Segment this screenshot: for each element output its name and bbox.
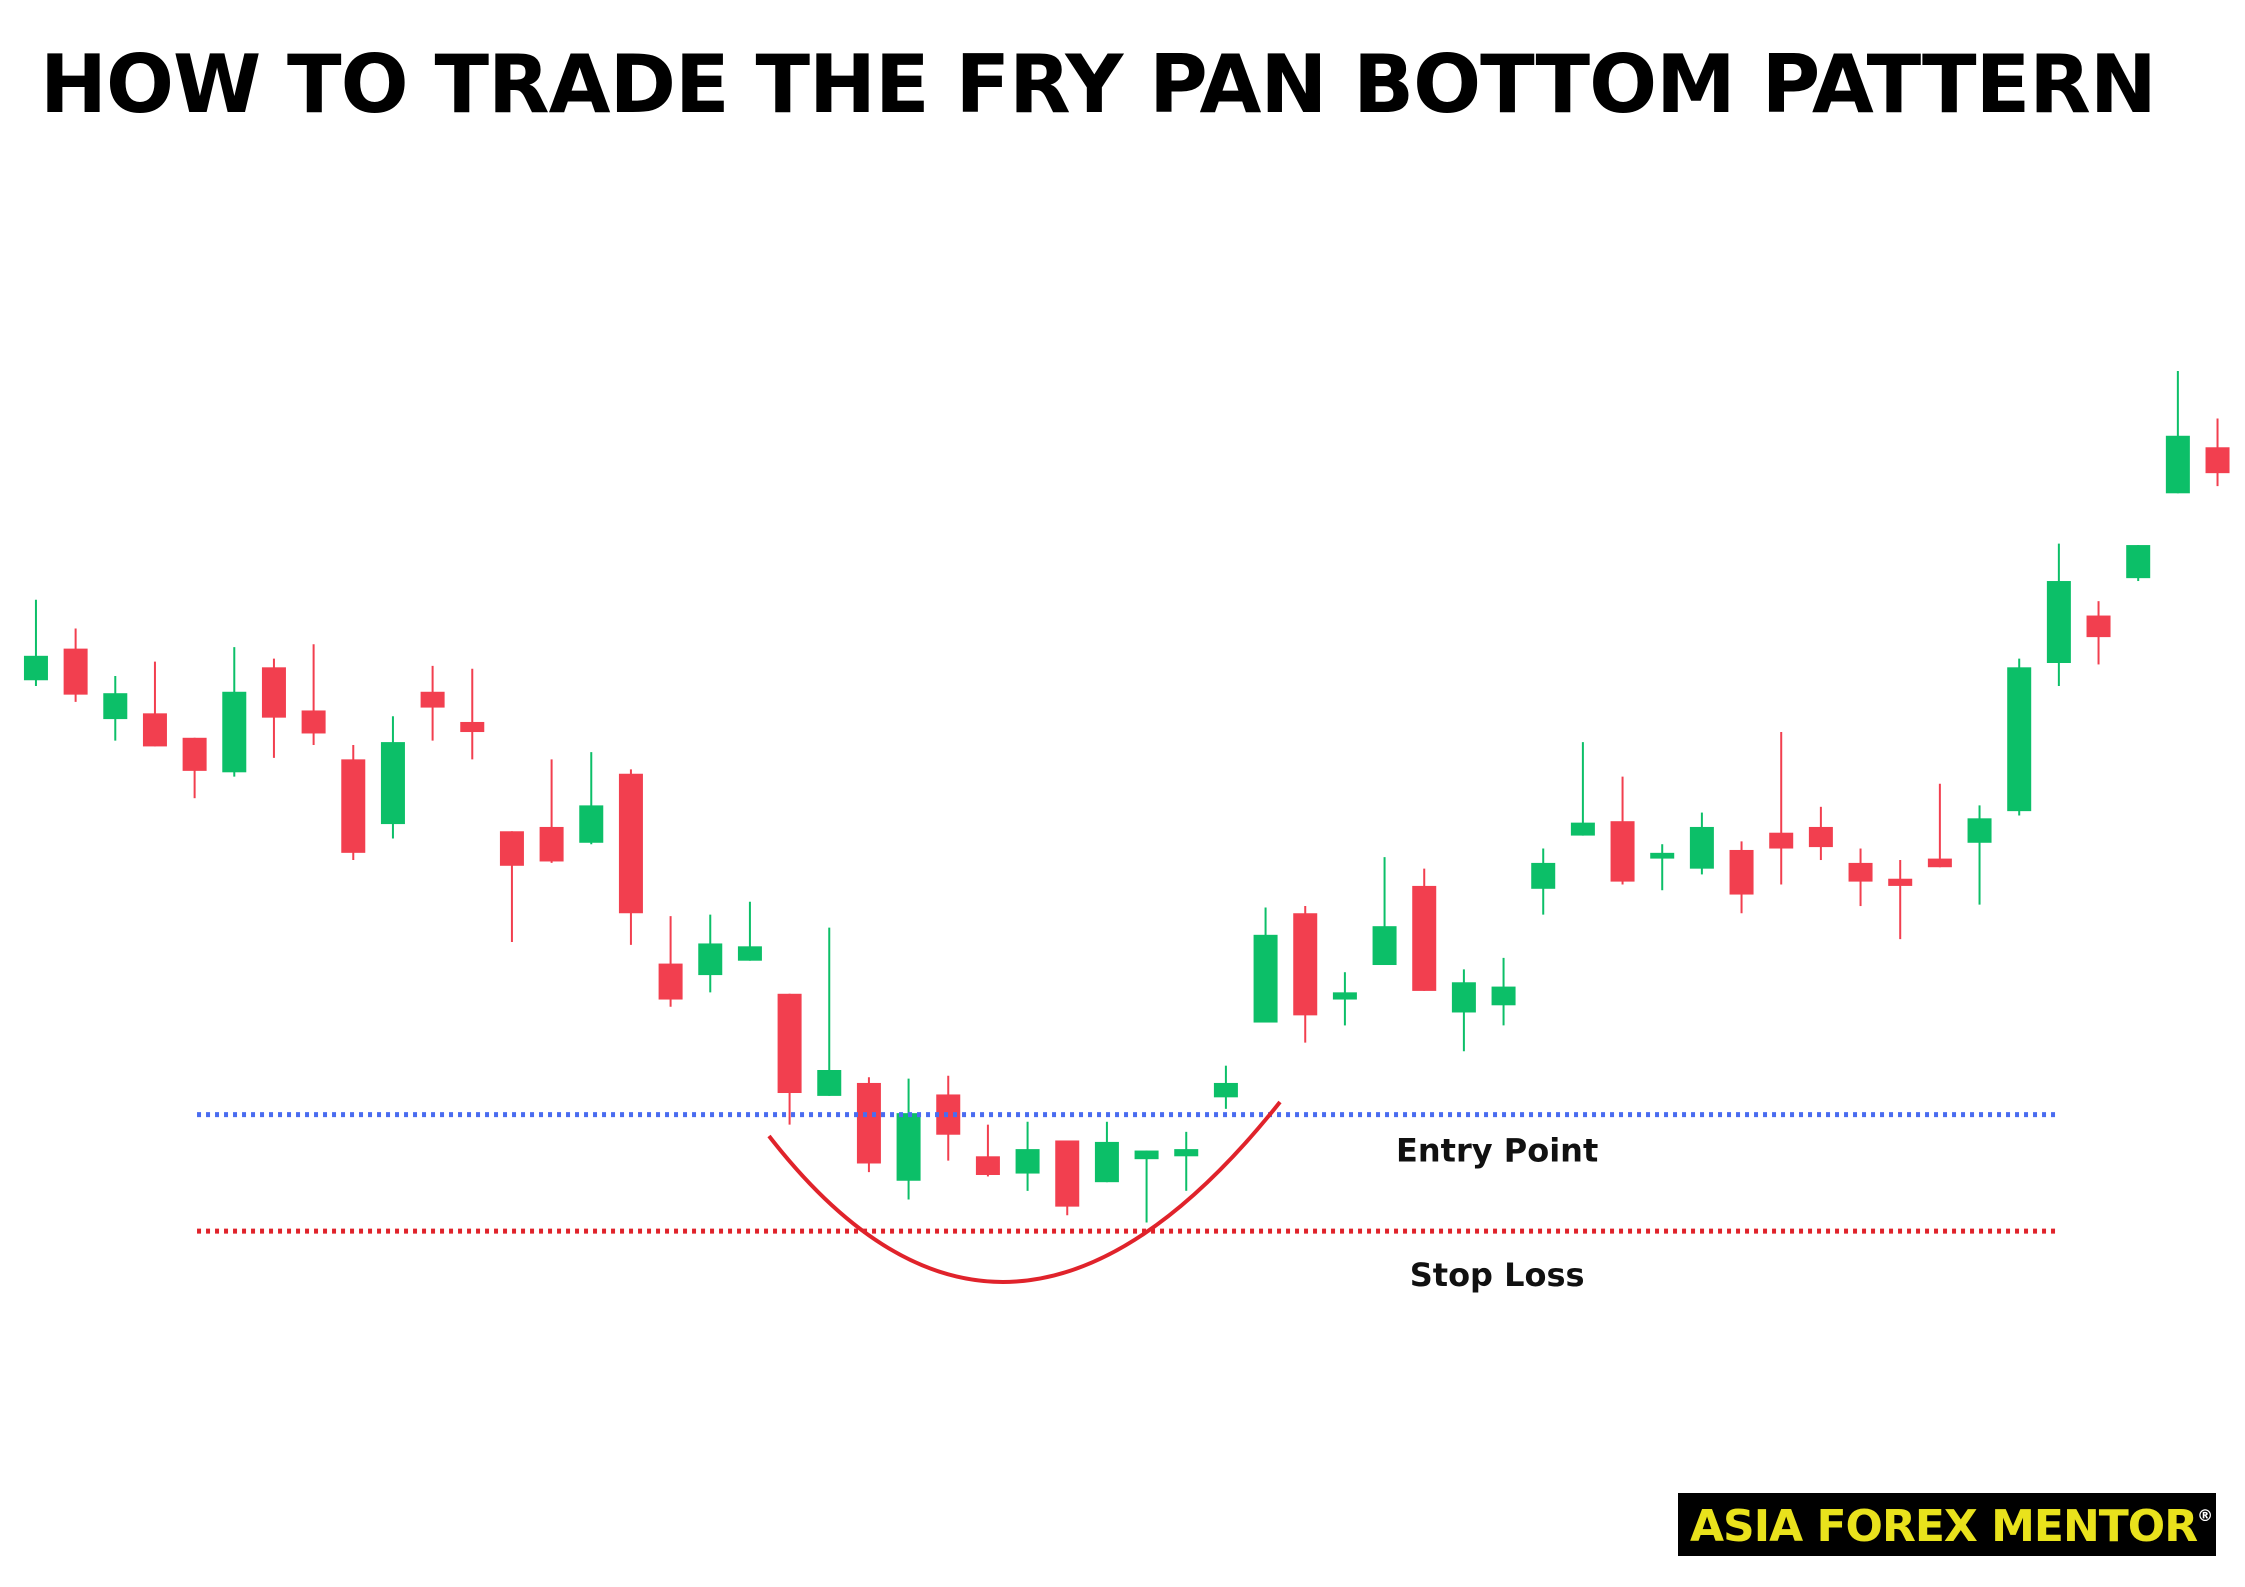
candle-body: [341, 759, 366, 853]
chart-title: HOW TO TRADE THE FRY PAN BOTTOM PATTERN: [40, 38, 2156, 131]
candle-body: [1967, 818, 1992, 843]
candle-body: [301, 710, 326, 734]
candle-body: [23, 655, 48, 681]
candle-body: [499, 831, 524, 866]
candle-body: [1729, 849, 1754, 895]
candle-body: [1888, 878, 1913, 886]
candle-body: [1332, 992, 1357, 1000]
candle-body: [103, 693, 128, 720]
candle-body: [1412, 885, 1437, 991]
candle-body: [1808, 826, 1833, 848]
candle-body: [460, 721, 485, 733]
candle-body: [1689, 826, 1714, 869]
candle-body: [2126, 545, 2151, 579]
candle-body: [658, 963, 683, 1000]
candle-body: [2007, 667, 2032, 812]
candle-body: [2086, 615, 2111, 638]
candle-body: [222, 691, 247, 773]
candle-body: [817, 1070, 842, 1096]
candle-body: [777, 993, 802, 1094]
candle-body: [1491, 986, 1516, 1006]
candle-body: [2165, 435, 2190, 494]
candle-body: [420, 691, 445, 708]
candle-body: [1213, 1082, 1238, 1098]
candle-body: [261, 667, 286, 718]
fry-pan-curve: [767, 1100, 1282, 1284]
candle-body: [1372, 926, 1397, 966]
logo: ASIA FOREX MENTOR®: [1690, 1501, 2212, 1552]
candle-body: [896, 1113, 921, 1181]
candle-body: [1451, 982, 1476, 1013]
logo-box: [1678, 1493, 2216, 1556]
candle-body: [63, 648, 88, 695]
candle-body: [1531, 862, 1556, 889]
candle-body: [1650, 852, 1675, 859]
candle-body: [1769, 832, 1794, 849]
candle-body: [737, 946, 762, 961]
candle-body: [698, 943, 723, 976]
candle-body: [1253, 934, 1278, 1023]
candle-body: [182, 737, 207, 771]
candle-body: [539, 826, 564, 862]
candle-body: [1094, 1141, 1119, 1183]
candle-body: [1570, 822, 1595, 836]
candle-body: [142, 713, 167, 747]
candle-body: [2205, 447, 2230, 474]
level-label: Entry Point: [1396, 1132, 1598, 1170]
candle-body: [975, 1156, 1000, 1175]
candle-body: [1015, 1149, 1040, 1174]
candle-body: [2046, 581, 2071, 664]
candle-body: [1134, 1150, 1159, 1160]
candle-body: [1610, 821, 1635, 882]
logo-text: ASIA FOREX MENTOR: [1690, 1501, 2197, 1552]
candle-body: [1848, 862, 1873, 882]
logo-mark: ®: [2197, 1506, 2212, 1525]
candle-body: [579, 805, 604, 843]
candle-body: [1927, 858, 1952, 868]
candle-body: [1293, 913, 1318, 1016]
level-label: Stop Loss: [1410, 1256, 1585, 1294]
candle-body: [380, 742, 405, 825]
candle-body: [618, 773, 643, 914]
candle-body: [1055, 1140, 1080, 1207]
candle-body: [1174, 1149, 1199, 1157]
candle-body: [856, 1082, 881, 1164]
